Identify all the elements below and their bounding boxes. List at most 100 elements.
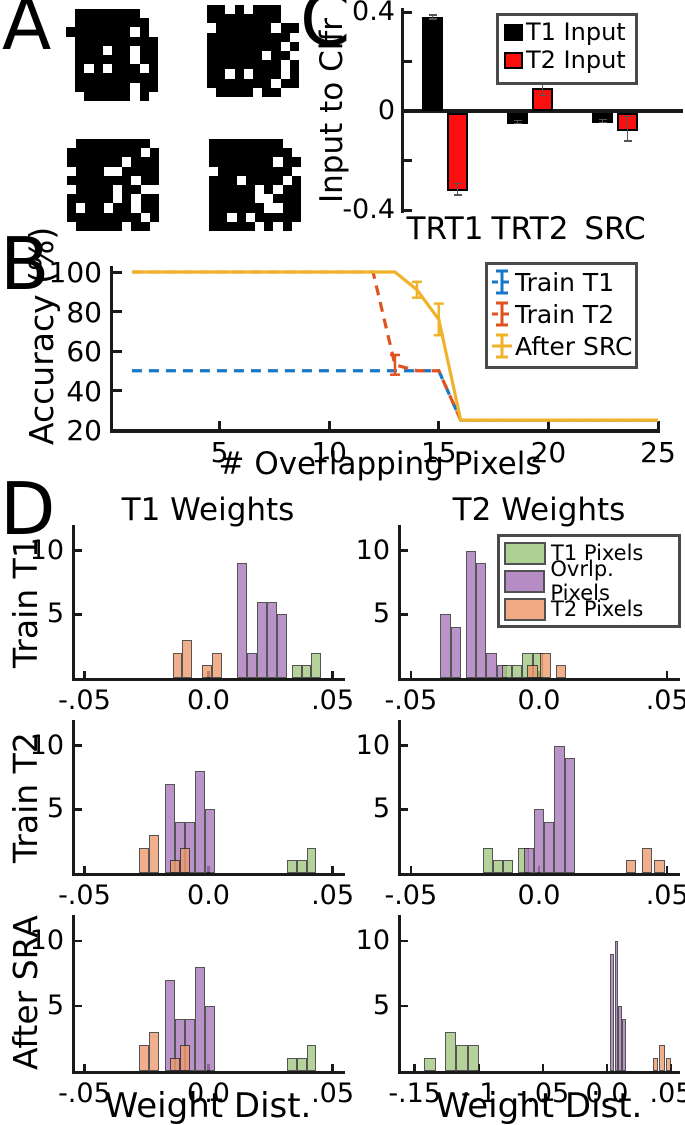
pattern-cell [209, 221, 219, 231]
pattern-cell [218, 194, 228, 204]
pattern-cell [112, 148, 123, 158]
c-error-bar [601, 119, 604, 123]
pattern-cell [282, 157, 292, 167]
pattern-cell [75, 82, 85, 92]
pattern-cell [75, 92, 84, 101]
pattern-cell [149, 175, 159, 185]
histogram-bar-hist_purple [237, 563, 247, 678]
binary-pixel-pattern [66, 9, 158, 101]
b-y-axis [110, 266, 113, 433]
pattern-cell [94, 148, 104, 158]
pattern-cell [218, 148, 228, 158]
pattern-cell [264, 212, 274, 222]
pattern-cell [225, 41, 235, 51]
pattern-cell [140, 64, 149, 73]
c-error-cap [428, 14, 437, 16]
histogram-bar-hist_purple [622, 1019, 627, 1071]
pattern-cell [282, 166, 292, 176]
pattern-cell [290, 14, 299, 23]
pattern-cell [85, 175, 95, 185]
pattern-cell [227, 148, 237, 158]
pattern-cell [94, 166, 104, 176]
pattern-cell [112, 175, 123, 185]
c-y-tick-label: 0 [377, 95, 395, 126]
d-x-axis [398, 873, 680, 876]
pattern-cell [121, 9, 131, 19]
t1-input-legend-swatch [504, 23, 523, 41]
histogram-bar-hist_orange [641, 847, 652, 873]
pattern-cell [271, 41, 281, 51]
b-x-tick-label: 25 [640, 436, 676, 469]
histogram-bar-hist_purple [194, 771, 205, 873]
pattern-cell [84, 27, 94, 37]
histogram-bar-hist_orange [555, 665, 566, 678]
pattern-cell [67, 157, 77, 167]
pattern-cell [84, 54, 94, 65]
pattern-cell [273, 157, 282, 166]
histogram-bar-hist_green [467, 1045, 480, 1071]
histogram-bar-hist_green [424, 1058, 436, 1071]
pattern-cell [102, 18, 112, 28]
pattern-cell [122, 139, 132, 149]
histogram-bar-hist_green [306, 847, 317, 873]
pattern-cell [271, 14, 281, 24]
pattern-cell [264, 139, 274, 149]
b-y-tick [113, 428, 122, 432]
pattern-cell [243, 60, 253, 70]
pattern-cell [75, 45, 85, 55]
histogram-bar-hist_orange [527, 665, 538, 678]
histogram-bar-hist_purple [476, 563, 487, 678]
t1-input-legend-label: T1 Input [526, 18, 626, 46]
t2-input-legend-label: T2 Input [526, 46, 626, 74]
histogram-bar-hist_orange [659, 1045, 665, 1071]
pattern-cell [262, 51, 271, 60]
histogram-bar-hist_purple [554, 745, 565, 873]
b-series-train-t1 [131, 369, 658, 422]
pattern-cell [225, 23, 235, 33]
pattern-cell [234, 5, 244, 15]
c-category-label: SRC [584, 211, 646, 247]
pattern-cell [264, 221, 274, 231]
pattern-cell [149, 212, 159, 222]
pattern-cell [207, 69, 217, 79]
histogram-bar-hist_green [501, 665, 513, 678]
pattern-cell [282, 221, 292, 231]
b-y-tick-label: 100 [48, 256, 102, 289]
pattern-cell [149, 18, 158, 27]
pattern-cell [149, 166, 159, 176]
pattern-cell [103, 212, 113, 222]
pattern-cell [102, 36, 112, 46]
pattern-cell [141, 148, 150, 157]
pattern-cell [102, 9, 112, 19]
panel-c-label: C [300, 0, 351, 62]
pattern-cell [273, 185, 282, 194]
histogram-bar-hist_orange [179, 1045, 190, 1071]
d-y-tick-label: 10 [29, 729, 64, 761]
b-x-tick [656, 421, 660, 429]
pattern-cell [236, 203, 246, 213]
pattern-cell [84, 45, 94, 55]
histogram-bar-hist_orange [172, 652, 183, 678]
c-error-cap [538, 94, 547, 97]
pattern-cell [209, 184, 219, 195]
pattern-cell [234, 32, 244, 42]
ovrlp-pixels-legend-swatch [504, 569, 546, 593]
t1-pixels-legend-swatch [504, 541, 546, 565]
pattern-cell [121, 27, 131, 37]
pattern-cell [216, 32, 226, 42]
pattern-cell [76, 175, 86, 185]
pattern-cell [140, 9, 149, 18]
pattern-cell [139, 82, 149, 92]
pattern-cell [207, 50, 217, 61]
pattern-cell [243, 87, 253, 97]
d-y-tick [400, 613, 408, 616]
d-x-tick-label: -.05 [516, 1078, 570, 1109]
d-x-tick [83, 866, 86, 873]
pattern-cell [111, 82, 122, 92]
c-y-tick [404, 159, 412, 162]
pattern-cell [75, 27, 85, 37]
pattern-cell [216, 69, 226, 79]
c-error-cap [623, 115, 632, 118]
pattern-cell [130, 92, 139, 101]
pattern-cell [149, 203, 159, 213]
